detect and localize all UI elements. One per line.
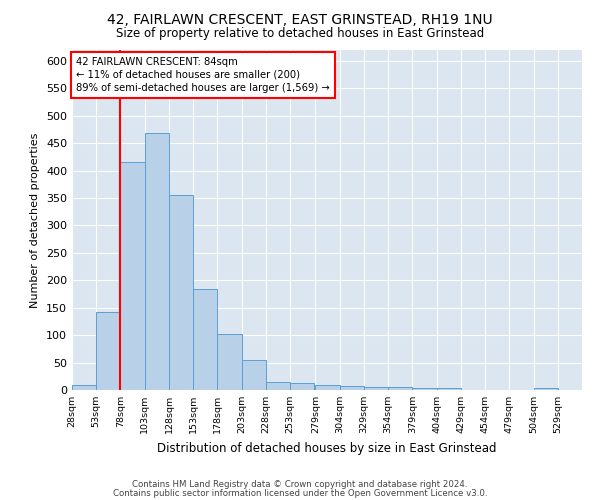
Bar [242, 360, 266, 390]
Bar [217, 334, 242, 390]
Bar [533, 388, 558, 390]
Bar [72, 384, 96, 390]
Bar [437, 388, 461, 390]
X-axis label: Distribution of detached houses by size in East Grinstead: Distribution of detached houses by size … [157, 442, 497, 454]
Text: 42 FAIRLAWN CRESCENT: 84sqm
← 11% of detached houses are smaller (200)
89% of se: 42 FAIRLAWN CRESCENT: 84sqm ← 11% of det… [76, 56, 329, 93]
Bar [364, 388, 388, 390]
Text: Size of property relative to detached houses in East Grinstead: Size of property relative to detached ho… [116, 28, 484, 40]
Bar [169, 196, 193, 390]
Bar [266, 382, 290, 390]
Bar [193, 288, 217, 390]
Bar [316, 384, 340, 390]
Bar [412, 388, 437, 390]
Text: 42, FAIRLAWN CRESCENT, EAST GRINSTEAD, RH19 1NU: 42, FAIRLAWN CRESCENT, EAST GRINSTEAD, R… [107, 12, 493, 26]
Text: Contains public sector information licensed under the Open Government Licence v3: Contains public sector information licen… [113, 489, 487, 498]
Bar [388, 388, 412, 390]
Text: Contains HM Land Registry data © Crown copyright and database right 2024.: Contains HM Land Registry data © Crown c… [132, 480, 468, 489]
Bar [96, 312, 121, 390]
Bar [340, 386, 364, 390]
Bar [121, 162, 145, 390]
Y-axis label: Number of detached properties: Number of detached properties [31, 132, 40, 308]
Bar [290, 383, 314, 390]
Bar [145, 134, 169, 390]
